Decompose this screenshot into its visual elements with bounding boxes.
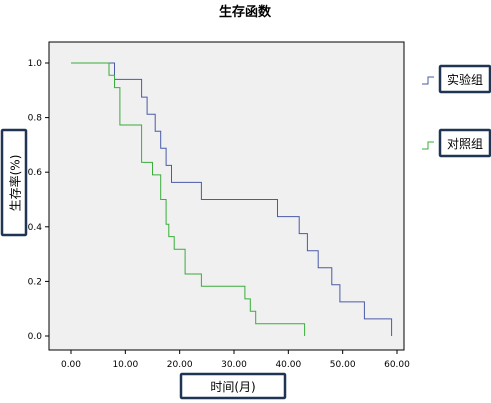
x-tick-label: 10.00 (112, 360, 138, 370)
series-line-experimental (71, 62, 393, 336)
series-line-control (71, 62, 306, 336)
y-axis-label: 生存率(%) (8, 155, 23, 212)
y-tick-label: 0.8 (28, 114, 43, 124)
x-tick-label: 0.00 (61, 360, 81, 370)
legend: 实验组 对照组 (422, 64, 491, 158)
y-tick-label: 1.0 (28, 59, 43, 69)
y-tick-label: 0.0 (28, 332, 43, 342)
x-axis: 0.00 10.00 20.00 30.00 40.00 50.00 60.00 (61, 350, 410, 370)
y-tick-label: 0.2 (28, 277, 42, 287)
legend-label-control: 对照组 (447, 137, 483, 151)
legend-swatch-experimental (422, 76, 434, 85)
x-tick-label: 20.00 (167, 360, 193, 370)
y-tick-label: 0.4 (28, 223, 43, 233)
x-tick-label: 50.00 (330, 360, 356, 370)
legend-item-experimental: 实验组 (422, 64, 491, 94)
series-layer (71, 62, 393, 336)
y-axis-label-box: 生存率(%) (0, 128, 28, 237)
x-tick-label: 60.00 (384, 360, 410, 370)
y-tick-label: 0.6 (28, 168, 43, 178)
plot-area (48, 41, 405, 351)
legend-label-experimental: 实验组 (447, 72, 483, 87)
x-tick-label: 30.00 (221, 360, 247, 370)
x-axis-label-box: 时间(月) (179, 372, 287, 400)
legend-swatch-control (422, 141, 434, 150)
chart-title: 生存函数 (219, 4, 272, 20)
x-axis-label: 时间(月) (210, 380, 255, 394)
x-tick-label: 40.00 (275, 360, 301, 370)
y-axis: 0.0 0.2 0.4 0.6 0.8 1.0 (28, 59, 49, 342)
legend-item-control: 对照组 (422, 128, 491, 158)
